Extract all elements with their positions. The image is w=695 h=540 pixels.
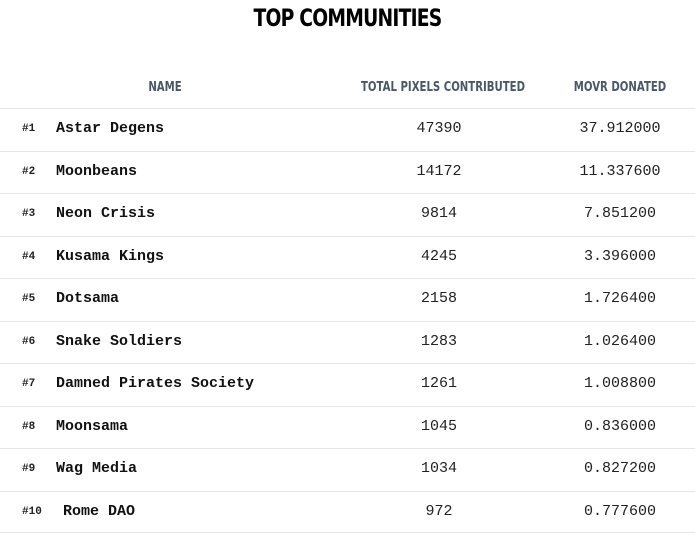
community-name: Rome DAO xyxy=(63,502,136,520)
communities-table: #1 Astar Degens 47390 37.912000 #2 Moonb… xyxy=(0,108,695,533)
movr-donated: 1.726400 xyxy=(583,290,656,307)
community-name: Wag Media xyxy=(56,460,138,477)
row-rank: #9 xyxy=(22,463,36,475)
row-rank: #4 xyxy=(22,250,36,263)
table-row[interactable]: #9 Wag Media 1034 0.827200 xyxy=(0,448,695,491)
community-name: Moonbeans xyxy=(56,162,138,180)
row-rank: #7 xyxy=(22,378,36,390)
table-row[interactable]: #1 Astar Degens 47390 37.912000 xyxy=(0,108,695,151)
row-rank: #10 xyxy=(22,505,42,518)
table-row[interactable]: #4 Kusama Kings 4245 3.396000 xyxy=(0,235,695,279)
table-row[interactable]: #2 Moonbeans 14172 11.337600 xyxy=(0,150,695,194)
movr-donated: 11.337600 xyxy=(579,162,661,180)
community-name: Kusama Kings xyxy=(56,247,165,265)
row-rank: #6 xyxy=(22,335,36,348)
column-header-name[interactable]: NAME xyxy=(148,80,182,95)
community-name: Damned Pirates Society xyxy=(56,375,255,392)
column-header-pixels[interactable]: TOTAL PIXELS CONTRIBUTED xyxy=(361,80,526,95)
movr-donated: 7.851200 xyxy=(583,205,656,222)
row-rank: #1 xyxy=(22,123,36,135)
movr-donated: 1.026400 xyxy=(583,332,656,350)
pixels-contributed: 972 xyxy=(425,502,453,520)
pixels-contributed: 47390 xyxy=(416,120,462,137)
pixels-contributed: 1034 xyxy=(420,460,457,477)
row-rank: #8 xyxy=(22,420,36,433)
pixels-contributed: 1261 xyxy=(420,375,457,392)
community-name: Dotsama xyxy=(56,290,120,307)
pixels-contributed: 9814 xyxy=(420,205,457,222)
column-header-movr[interactable]: MOVR DONATED xyxy=(573,80,667,95)
pixels-contributed: 1045 xyxy=(420,417,457,435)
table-row[interactable]: #7 Damned Pirates Society 1261 1.008800 xyxy=(0,363,695,406)
table-row[interactable]: #10 Rome DAO 972 0.777600 xyxy=(0,490,695,533)
pixels-contributed: 2158 xyxy=(420,290,457,307)
table-row[interactable]: #5 Dotsama 2158 1.726400 xyxy=(0,278,695,321)
pixels-contributed: 14172 xyxy=(416,162,462,180)
row-rank: #5 xyxy=(22,293,36,305)
community-name: Neon Crisis xyxy=(56,205,156,222)
table-row[interactable]: #6 Snake Soldiers 1283 1.026400 xyxy=(0,320,695,364)
community-name: Snake Soldiers xyxy=(56,332,183,350)
movr-donated: 0.836000 xyxy=(583,417,656,435)
movr-donated: 0.827200 xyxy=(583,460,656,477)
table-row[interactable]: #3 Neon Crisis 9814 7.851200 xyxy=(0,193,695,236)
pixels-contributed: 4245 xyxy=(420,247,457,265)
movr-donated: 3.396000 xyxy=(583,247,656,265)
row-rank: #2 xyxy=(22,165,36,178)
table-header: NAME TOTAL PIXELS CONTRIBUTED MOVR DONAT… xyxy=(0,80,695,100)
pixels-contributed: 1283 xyxy=(420,332,457,350)
community-name: Moonsama xyxy=(56,417,129,435)
row-rank: #3 xyxy=(22,208,36,220)
table-row[interactable]: #8 Moonsama 1045 0.836000 xyxy=(0,405,695,449)
page-title: TOP COMMUNITIES xyxy=(253,4,443,32)
movr-donated: 37.912000 xyxy=(579,120,661,137)
movr-donated: 1.008800 xyxy=(583,375,656,392)
community-name: Astar Degens xyxy=(56,120,165,137)
movr-donated: 0.777600 xyxy=(583,502,656,520)
